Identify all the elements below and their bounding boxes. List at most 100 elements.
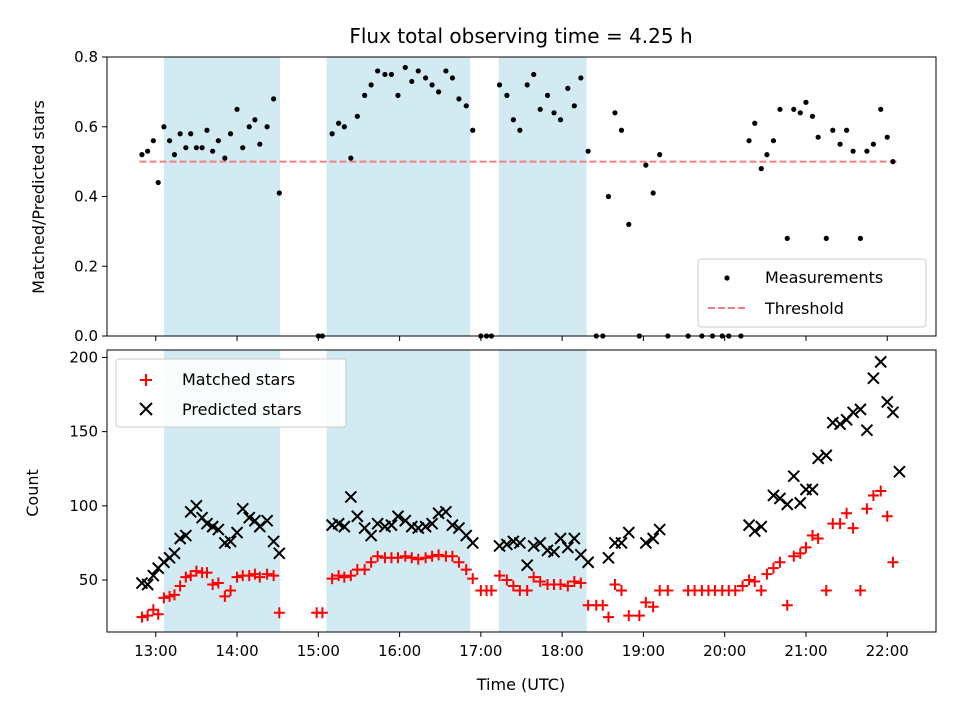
predicted-point xyxy=(179,529,193,542)
measurement-point xyxy=(388,71,395,78)
predicted-point xyxy=(364,529,378,542)
predicted-point xyxy=(811,452,825,465)
measurement-point xyxy=(618,127,625,133)
matched-point xyxy=(201,567,213,579)
bottom-legend: Matched stars Predicted stars xyxy=(115,358,347,428)
predicted-point xyxy=(854,403,867,416)
matched-point xyxy=(875,485,887,497)
predicted-point xyxy=(500,538,514,551)
matched-point xyxy=(800,541,812,553)
matched-point xyxy=(261,568,273,580)
x-tick-label: 21:00 xyxy=(784,642,827,660)
measurement-point xyxy=(422,75,429,81)
predicted-point xyxy=(794,496,807,510)
predicted-point xyxy=(846,406,860,419)
top-axes-frame xyxy=(106,56,937,337)
measurement-point xyxy=(565,85,571,91)
measurement-point xyxy=(510,117,516,123)
x-tick-label: 19:00 xyxy=(622,642,665,660)
predicted-point xyxy=(273,547,286,560)
matched-point xyxy=(788,550,800,562)
predicted-point xyxy=(639,536,653,550)
measurement-point xyxy=(890,159,896,165)
matched-point xyxy=(392,552,404,564)
measurement-point xyxy=(276,190,282,196)
x-tick-label: 22:00 xyxy=(866,642,909,660)
measurement-point xyxy=(341,124,347,130)
measurement-point xyxy=(870,141,877,147)
measurement-point xyxy=(803,99,809,105)
predicted-point xyxy=(561,541,575,554)
x-tick-label: 17:00 xyxy=(459,642,502,660)
bottom-legend-box xyxy=(115,358,347,428)
matched-point xyxy=(562,580,574,592)
matched-point xyxy=(861,503,873,515)
top-panel: 0.00.20.40.60.8 Matched/Predicted stars … xyxy=(29,48,937,345)
measurement-point xyxy=(496,82,503,88)
matched-point xyxy=(887,556,899,568)
matched-point xyxy=(761,568,773,580)
predicted-point xyxy=(190,499,203,513)
matched-point xyxy=(609,579,621,591)
matched-point xyxy=(406,552,418,564)
matched-point xyxy=(485,584,497,596)
matched-point xyxy=(729,584,741,596)
matched-point xyxy=(647,601,659,613)
measurement-point xyxy=(585,148,591,154)
matched-point xyxy=(521,584,533,596)
matched-stars-series xyxy=(136,485,899,623)
matched-point xyxy=(534,576,546,588)
matched-point xyxy=(152,608,164,620)
predicted-point xyxy=(806,483,819,496)
predicted-point xyxy=(385,518,398,532)
matched-point xyxy=(501,574,513,586)
matched-point xyxy=(180,571,192,583)
observing-window xyxy=(326,57,471,336)
matched-point xyxy=(743,574,755,586)
predicted-point xyxy=(748,524,761,538)
matched-point xyxy=(399,550,411,562)
matched-point xyxy=(254,571,266,583)
predicted-point xyxy=(432,507,445,520)
matched-point xyxy=(767,562,779,574)
measurement-point xyxy=(215,138,221,144)
matched-point xyxy=(597,599,609,611)
measurement-point xyxy=(193,145,200,151)
predicted-point xyxy=(391,510,405,523)
measurement-point xyxy=(204,127,210,133)
measurement-point xyxy=(145,148,151,154)
predicted-point xyxy=(886,406,900,419)
matched-point xyxy=(212,577,224,589)
y-tick-label: 0.8 xyxy=(74,48,98,66)
matched-point xyxy=(867,489,879,501)
measurement-point xyxy=(746,138,752,144)
measurement-point xyxy=(850,148,856,154)
matched-point xyxy=(326,573,338,585)
predicted-point xyxy=(466,536,479,550)
measurement-point xyxy=(375,68,381,74)
predicted-point xyxy=(547,545,561,559)
matched-point xyxy=(359,564,371,576)
measurement-point xyxy=(752,120,758,126)
predicted-point xyxy=(338,520,351,533)
matched-point xyxy=(774,556,786,568)
bottom-y-axis: 50 100 150 200 xyxy=(69,348,107,589)
matched-point xyxy=(847,522,859,534)
matched-point xyxy=(365,556,377,568)
measurement-point xyxy=(271,96,277,102)
predicted-point xyxy=(412,521,425,535)
matched-point xyxy=(185,570,197,582)
predicted-point xyxy=(653,523,666,536)
matched-point xyxy=(273,607,285,619)
matched-point xyxy=(640,596,652,608)
x-tick-label: 18:00 xyxy=(541,642,584,660)
x-axis-label: Time (UTC) xyxy=(476,675,565,694)
measurement-point xyxy=(240,145,246,151)
bottom-axes-frame xyxy=(106,349,937,633)
measurement-point xyxy=(764,152,770,158)
legend-predicted-marker xyxy=(139,402,153,416)
predicted-point xyxy=(224,535,237,548)
matched-point xyxy=(881,510,893,522)
matched-point xyxy=(174,580,186,592)
